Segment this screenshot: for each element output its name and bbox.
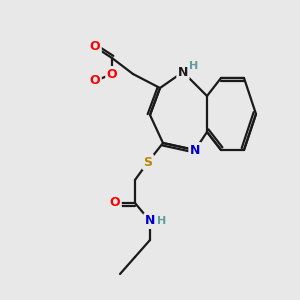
Text: H: H <box>189 61 199 71</box>
Text: O: O <box>90 74 100 88</box>
Text: N: N <box>178 65 188 79</box>
Text: N: N <box>190 143 200 157</box>
Text: N: N <box>145 214 155 227</box>
Text: S: S <box>143 155 152 169</box>
Text: O: O <box>110 196 120 209</box>
Text: O: O <box>107 68 117 80</box>
Text: O: O <box>90 40 100 53</box>
Text: H: H <box>158 216 166 226</box>
